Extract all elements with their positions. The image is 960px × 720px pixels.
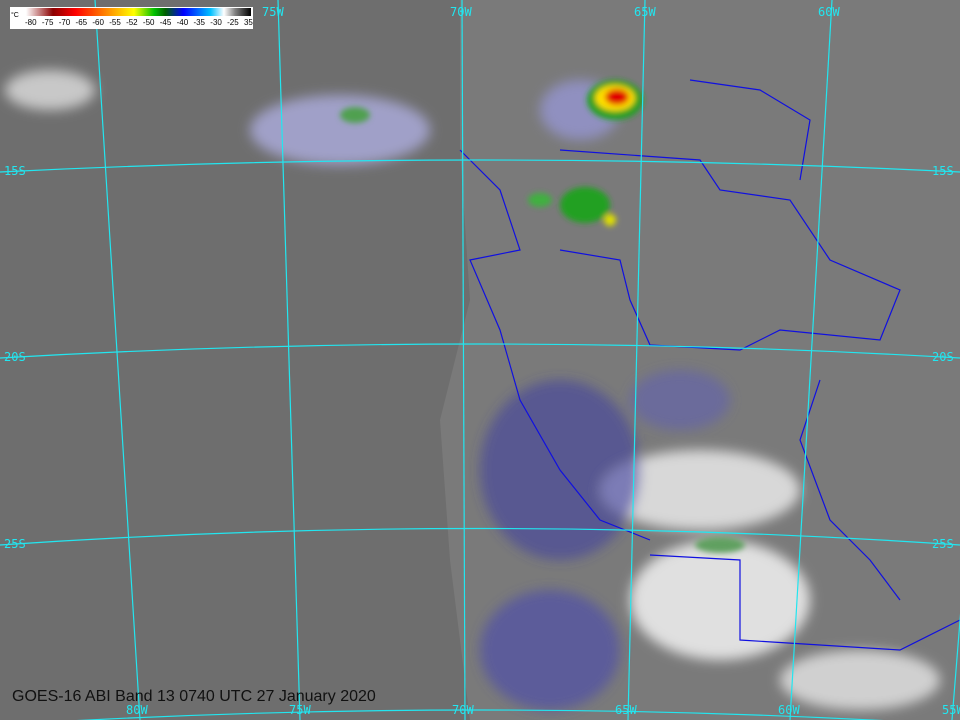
colorbar-tick: 35 — [243, 18, 253, 27]
colorbar-tick: -80 — [25, 18, 37, 27]
grid-label-right: 25S — [932, 537, 954, 551]
colorbar-tick: -35 — [193, 18, 205, 27]
colorbar-tick: -30 — [210, 18, 222, 27]
grid-label-bottom: 55W — [942, 703, 960, 717]
colorbar-tick: -52 — [126, 18, 138, 27]
grid-label-top: 60W — [818, 5, 840, 19]
grid-label-left: 25S — [4, 537, 26, 551]
colorbar-ticks: -80 -75 -70 -65 -60 -55 -52 -50 -45 -40 … — [25, 18, 253, 27]
colorbar-tick: -45 — [159, 18, 172, 27]
grid-label-bottom: 65W — [615, 703, 637, 717]
grid-label-right: 20S — [932, 350, 954, 364]
colorbar-tick: -65 — [75, 18, 88, 27]
colorbar-tick: -70 — [58, 18, 71, 27]
temperature-colorbar: °C -80 -75 -70 -65 -60 -55 -52 -50 -45 -… — [10, 7, 253, 29]
colorbar-tick: -50 — [142, 18, 155, 27]
cloud-cover — [5, 70, 940, 710]
colorbar-tick: -40 — [176, 18, 189, 27]
colorbar-tick: -60 — [92, 18, 104, 27]
grid-label-top: 65W — [634, 5, 656, 19]
image-caption: GOES-16 ABI Band 13 0740 UTC 27 January … — [12, 688, 376, 705]
grid-label-left: 20S — [4, 350, 26, 364]
grid-label-top: 75W — [262, 5, 284, 19]
grid-label-bottom: 75W — [289, 703, 311, 717]
colorbar-tick: -25 — [227, 18, 239, 27]
colorbar-tick: -55 — [109, 18, 121, 27]
colorbar-gradient — [26, 8, 251, 16]
colorbar-tick: -75 — [41, 18, 54, 27]
grid-label-bottom: 80W — [126, 703, 148, 717]
grid-label-left: 15S — [4, 164, 26, 178]
grid-label-right: 15S — [932, 164, 954, 178]
convective-cells — [340, 80, 745, 553]
grid-label-bottom: 70W — [452, 703, 474, 717]
country-borders — [459, 79, 960, 651]
colorbar-unit: °C — [11, 12, 19, 19]
grid-label-top: 70W — [450, 5, 472, 19]
grid-label-bottom: 60W — [778, 703, 800, 717]
